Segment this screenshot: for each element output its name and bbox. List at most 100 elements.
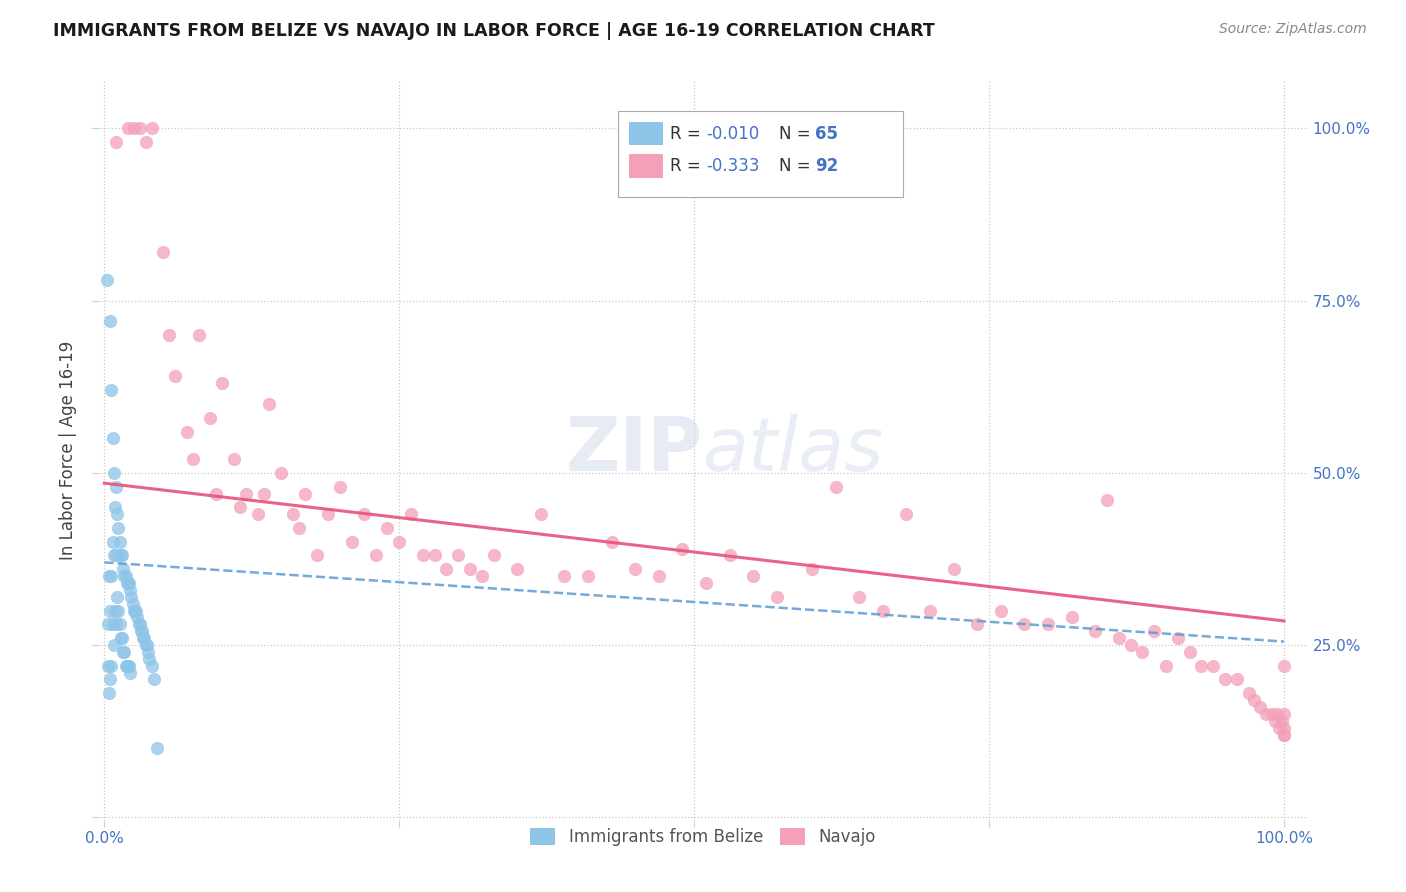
Point bbox=[120, 590, 142, 604]
Point bbox=[1249, 700, 1271, 714]
Point bbox=[1036, 617, 1059, 632]
Point bbox=[553, 569, 575, 583]
Point bbox=[131, 624, 153, 639]
Point bbox=[181, 452, 204, 467]
Point bbox=[259, 397, 281, 411]
Point bbox=[1132, 645, 1154, 659]
Point bbox=[896, 507, 918, 521]
Point bbox=[98, 569, 121, 583]
Point bbox=[648, 569, 671, 583]
Point bbox=[506, 562, 529, 576]
Point bbox=[146, 741, 169, 756]
Point bbox=[471, 569, 494, 583]
Point bbox=[121, 597, 143, 611]
Point bbox=[96, 273, 118, 287]
Point bbox=[1271, 714, 1294, 728]
Point bbox=[423, 549, 446, 563]
Point bbox=[138, 652, 160, 666]
Point bbox=[399, 507, 422, 521]
Point bbox=[1226, 673, 1249, 687]
Point bbox=[436, 562, 458, 576]
Point bbox=[111, 549, 134, 563]
Point bbox=[98, 673, 121, 687]
Point bbox=[122, 121, 145, 136]
Point bbox=[110, 631, 132, 645]
Point bbox=[105, 590, 128, 604]
Point bbox=[1060, 610, 1083, 624]
Point bbox=[141, 658, 163, 673]
Point bbox=[98, 686, 121, 700]
Point bbox=[530, 507, 553, 521]
Text: N =: N = bbox=[779, 125, 815, 143]
Point bbox=[1202, 658, 1225, 673]
Point bbox=[1243, 693, 1265, 707]
Text: 92: 92 bbox=[815, 157, 839, 175]
Point bbox=[97, 658, 120, 673]
Point bbox=[920, 604, 942, 618]
Text: 65: 65 bbox=[815, 125, 838, 143]
Point bbox=[152, 245, 174, 260]
Point bbox=[118, 658, 141, 673]
Point bbox=[1272, 658, 1295, 673]
Point bbox=[200, 410, 222, 425]
Point bbox=[114, 569, 136, 583]
Point bbox=[117, 576, 139, 591]
Point bbox=[458, 562, 481, 576]
Point bbox=[671, 541, 693, 556]
Point bbox=[624, 562, 647, 576]
FancyBboxPatch shape bbox=[630, 154, 664, 178]
Point bbox=[353, 507, 375, 521]
Point bbox=[124, 604, 146, 618]
Point bbox=[118, 576, 141, 591]
Point bbox=[1272, 727, 1295, 741]
Point bbox=[765, 590, 787, 604]
Point bbox=[1143, 624, 1166, 639]
Point bbox=[1237, 686, 1260, 700]
Point bbox=[1084, 624, 1107, 639]
Point bbox=[132, 631, 155, 645]
Point bbox=[112, 645, 135, 659]
Point bbox=[110, 549, 132, 563]
Point bbox=[742, 569, 765, 583]
Point bbox=[114, 658, 136, 673]
Point bbox=[122, 604, 145, 618]
Point bbox=[101, 534, 124, 549]
Point bbox=[176, 425, 198, 439]
Point bbox=[120, 582, 142, 597]
Point bbox=[447, 549, 470, 563]
Point bbox=[100, 569, 122, 583]
Point bbox=[1272, 721, 1295, 735]
Point bbox=[205, 486, 228, 500]
Point bbox=[111, 631, 134, 645]
Point bbox=[252, 486, 274, 500]
Text: ZIP: ZIP bbox=[565, 414, 703, 487]
Point bbox=[1167, 631, 1189, 645]
Point bbox=[305, 549, 328, 563]
Point bbox=[112, 569, 135, 583]
Point bbox=[211, 376, 233, 391]
Point bbox=[364, 549, 387, 563]
Point bbox=[135, 638, 157, 652]
Point bbox=[801, 562, 824, 576]
Point bbox=[104, 500, 127, 515]
Text: R =: R = bbox=[671, 157, 706, 175]
Point bbox=[990, 604, 1012, 618]
Y-axis label: In Labor Force | Age 16-19: In Labor Force | Age 16-19 bbox=[59, 341, 77, 560]
Point bbox=[128, 617, 150, 632]
FancyBboxPatch shape bbox=[619, 112, 903, 196]
Point bbox=[101, 617, 124, 632]
Point bbox=[1265, 706, 1288, 721]
Point bbox=[101, 431, 124, 445]
Point bbox=[294, 486, 316, 500]
Point bbox=[1264, 714, 1286, 728]
Text: IMMIGRANTS FROM BELIZE VS NAVAJO IN LABOR FORCE | AGE 16-19 CORRELATION CHART: IMMIGRANTS FROM BELIZE VS NAVAJO IN LABO… bbox=[53, 22, 935, 40]
Point bbox=[1189, 658, 1212, 673]
Text: -0.010: -0.010 bbox=[707, 125, 759, 143]
Point bbox=[281, 507, 304, 521]
Point bbox=[117, 121, 139, 136]
Text: Source: ZipAtlas.com: Source: ZipAtlas.com bbox=[1219, 22, 1367, 37]
Point bbox=[1095, 493, 1118, 508]
Point bbox=[377, 521, 399, 535]
Point bbox=[246, 507, 269, 521]
Point bbox=[129, 624, 152, 639]
